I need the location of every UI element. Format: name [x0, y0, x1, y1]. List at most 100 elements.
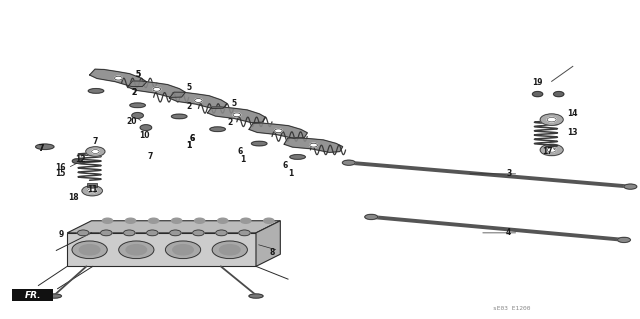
Circle shape: [100, 230, 112, 236]
Circle shape: [140, 125, 152, 130]
Ellipse shape: [173, 245, 193, 255]
Circle shape: [195, 99, 202, 102]
Ellipse shape: [79, 245, 100, 255]
Circle shape: [275, 129, 282, 133]
Circle shape: [147, 230, 158, 236]
Circle shape: [540, 114, 563, 125]
Text: 1: 1: [186, 141, 191, 150]
Ellipse shape: [210, 127, 225, 131]
Circle shape: [264, 218, 274, 223]
Polygon shape: [67, 221, 280, 233]
Circle shape: [72, 159, 81, 163]
Circle shape: [239, 230, 250, 236]
Ellipse shape: [212, 241, 247, 258]
Circle shape: [170, 230, 181, 236]
Text: 7: 7: [39, 144, 44, 153]
Text: 5: 5: [135, 70, 140, 79]
Circle shape: [153, 87, 161, 91]
Circle shape: [88, 189, 97, 193]
Text: 12: 12: [75, 155, 85, 164]
Ellipse shape: [342, 160, 355, 165]
Text: 8: 8: [269, 248, 275, 256]
Circle shape: [172, 218, 182, 223]
Ellipse shape: [252, 141, 267, 146]
Circle shape: [310, 143, 317, 147]
Text: 11: 11: [88, 185, 98, 194]
Polygon shape: [256, 221, 280, 266]
Text: 18: 18: [68, 193, 79, 202]
Polygon shape: [249, 123, 307, 138]
Polygon shape: [170, 92, 227, 108]
Ellipse shape: [130, 103, 145, 108]
Polygon shape: [128, 81, 186, 97]
Circle shape: [92, 150, 99, 153]
Text: FR.: FR.: [24, 291, 41, 300]
Circle shape: [532, 92, 543, 97]
Ellipse shape: [290, 155, 305, 159]
Text: 16: 16: [56, 163, 66, 172]
Ellipse shape: [119, 241, 154, 258]
FancyBboxPatch shape: [87, 183, 97, 187]
Text: 2: 2: [186, 102, 191, 111]
Text: 2: 2: [132, 88, 137, 97]
Circle shape: [86, 147, 105, 156]
Text: 7: 7: [39, 144, 44, 153]
Ellipse shape: [126, 245, 147, 255]
Text: 5: 5: [135, 70, 140, 79]
Text: 9: 9: [58, 230, 63, 239]
Circle shape: [195, 218, 205, 223]
Ellipse shape: [249, 294, 263, 298]
Circle shape: [554, 92, 564, 97]
Ellipse shape: [365, 214, 378, 219]
Text: 17: 17: [542, 147, 552, 156]
Circle shape: [547, 148, 556, 152]
Polygon shape: [284, 138, 342, 152]
Circle shape: [193, 230, 204, 236]
Text: 7: 7: [148, 152, 153, 161]
Circle shape: [115, 76, 122, 80]
Circle shape: [218, 218, 228, 223]
Circle shape: [124, 230, 135, 236]
Text: 4: 4: [506, 228, 511, 237]
Text: 6: 6: [237, 147, 243, 156]
Ellipse shape: [618, 237, 630, 242]
Circle shape: [77, 230, 89, 236]
Circle shape: [216, 230, 227, 236]
Text: 1: 1: [186, 141, 191, 150]
Circle shape: [540, 144, 563, 156]
Ellipse shape: [166, 241, 201, 258]
Ellipse shape: [172, 114, 187, 119]
Circle shape: [132, 113, 143, 118]
Text: 7: 7: [92, 137, 97, 146]
Ellipse shape: [36, 144, 54, 149]
Circle shape: [547, 117, 556, 122]
Circle shape: [241, 218, 251, 223]
Text: sE03 E1200: sE03 E1200: [493, 306, 531, 311]
FancyBboxPatch shape: [12, 289, 53, 301]
Ellipse shape: [72, 241, 108, 258]
Text: 19: 19: [532, 78, 543, 87]
Text: 2: 2: [228, 118, 233, 127]
Text: 13: 13: [568, 128, 578, 137]
Text: 10: 10: [139, 131, 149, 140]
Text: 3: 3: [506, 169, 511, 178]
Circle shape: [148, 218, 159, 223]
Text: 14: 14: [568, 109, 578, 118]
Ellipse shape: [88, 89, 104, 93]
Ellipse shape: [624, 184, 637, 189]
Circle shape: [233, 113, 241, 117]
Circle shape: [82, 186, 102, 196]
Text: 6: 6: [189, 134, 195, 143]
Circle shape: [102, 218, 113, 223]
Polygon shape: [207, 107, 266, 122]
Text: 20: 20: [126, 117, 136, 126]
Text: 1: 1: [241, 155, 246, 164]
Text: 6: 6: [282, 161, 287, 170]
Text: 5: 5: [231, 99, 236, 108]
Text: 1: 1: [289, 169, 294, 178]
Polygon shape: [90, 69, 147, 86]
Circle shape: [125, 218, 136, 223]
Text: 2: 2: [132, 88, 137, 97]
Ellipse shape: [220, 245, 240, 255]
Ellipse shape: [47, 294, 61, 298]
